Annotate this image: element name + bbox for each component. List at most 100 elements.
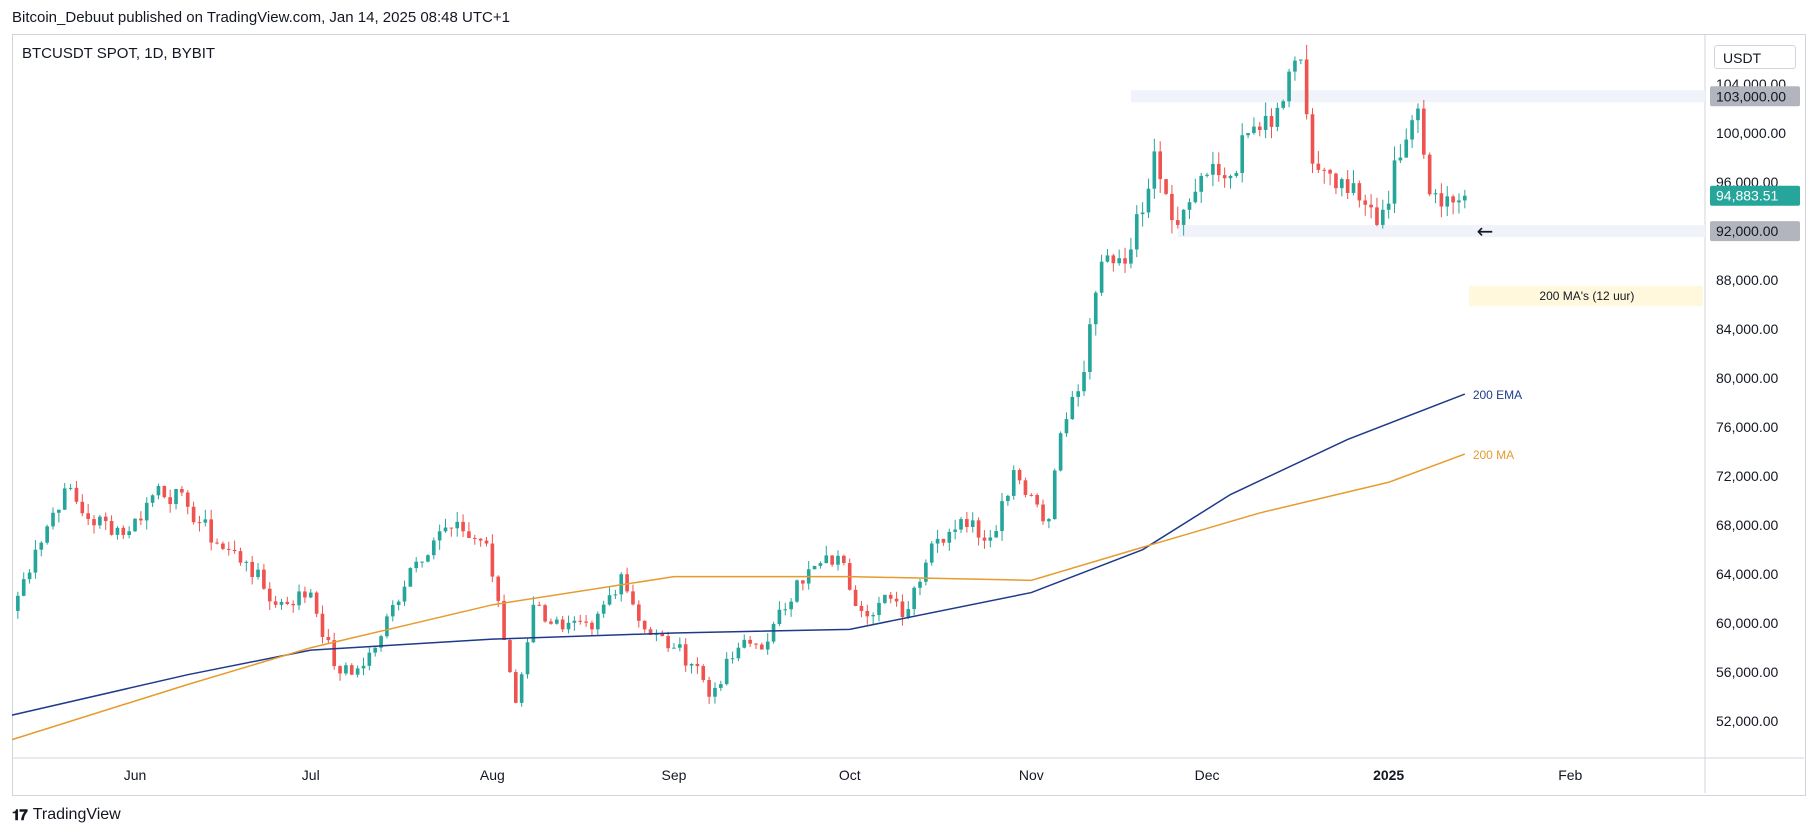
candle-body <box>338 666 342 674</box>
candle-body <box>1158 151 1163 180</box>
last-price-tag <box>1710 185 1800 206</box>
candle-body <box>1006 495 1010 502</box>
candle-body <box>244 561 249 563</box>
candle-body <box>320 613 325 637</box>
candle-body <box>1058 433 1063 471</box>
candle-body <box>367 652 372 666</box>
candle-body <box>127 531 131 536</box>
candle-body <box>1357 183 1362 201</box>
last-price-label: 94,883.51 <box>1716 188 1778 204</box>
candle-body <box>812 565 817 570</box>
candle-body <box>924 562 928 582</box>
candle-body <box>1041 504 1045 522</box>
candle-body <box>1451 196 1455 203</box>
candle-body <box>742 639 747 648</box>
candle-body <box>402 586 407 602</box>
candle-body <box>1164 179 1168 194</box>
candle-body <box>209 519 213 543</box>
candle-body <box>877 602 881 616</box>
candle-body <box>45 526 49 543</box>
candle-body <box>1076 391 1080 397</box>
candle-body <box>1240 135 1245 173</box>
candle-body <box>1416 108 1420 121</box>
candle-body <box>560 619 565 630</box>
candle-body <box>443 527 448 532</box>
candle-body <box>156 485 161 496</box>
candle-body <box>970 520 975 527</box>
candle-body <box>291 603 296 606</box>
candle-body <box>1222 175 1227 179</box>
candle-body <box>1187 202 1192 210</box>
candle-body <box>730 658 735 660</box>
candle-body <box>1216 163 1221 176</box>
left-arrow-icon: ← <box>1477 219 1494 243</box>
candle-body <box>349 665 354 675</box>
candle-body <box>1392 160 1397 204</box>
candle-body <box>162 485 167 498</box>
candle-body <box>1175 220 1180 225</box>
candle-body <box>461 521 465 532</box>
candle-body <box>1105 255 1110 262</box>
candle-body <box>1363 200 1368 205</box>
candle-body <box>1181 209 1186 225</box>
candle-body <box>385 616 389 637</box>
candle-body <box>1304 59 1309 115</box>
candle-body <box>1287 71 1291 102</box>
footer-brand[interactable]: TradingView <box>32 806 121 823</box>
candle-body <box>595 613 600 630</box>
level-tag-label: 92,000.00 <box>1716 223 1778 239</box>
y-tick-label: 80,000.00 <box>1716 370 1778 386</box>
candle-body <box>824 555 829 564</box>
candle-body <box>197 522 202 524</box>
y-tick-label: 88,000.00 <box>1716 272 1778 288</box>
candle-body <box>431 540 436 556</box>
candle-body <box>1193 191 1198 203</box>
chart-frame <box>12 34 1806 796</box>
candle-body <box>601 604 606 614</box>
candle-body <box>508 640 512 673</box>
level-tag <box>1710 221 1800 242</box>
y-tick-label: 76,000.00 <box>1716 419 1778 435</box>
candle-body <box>707 679 711 697</box>
publish-info: Bitcoin_Debuut published on TradingView.… <box>12 9 510 26</box>
candle-body <box>226 548 231 550</box>
candle-body <box>736 647 741 659</box>
tradingview-logo-icon[interactable]: 𝟏𝟕 <box>12 806 28 824</box>
candle-body <box>68 487 73 489</box>
x-tick-label: Aug <box>480 767 505 783</box>
x-tick-label: Jun <box>124 767 147 783</box>
candle-body <box>267 588 272 602</box>
candle-body <box>1339 179 1344 189</box>
candle-body <box>1011 470 1016 496</box>
candle-body <box>396 601 401 606</box>
candle-body <box>133 518 137 532</box>
symbol-title[interactable]: BTCUSDT SPOT, 1D, BYBIT <box>22 45 216 62</box>
candle-body <box>16 595 20 611</box>
candle-body <box>414 561 419 569</box>
candle-body <box>1052 470 1057 520</box>
candle-body <box>1404 139 1409 158</box>
note-text: 200 MA's (12 uur) <box>1539 289 1634 303</box>
candle-body <box>355 668 360 675</box>
candle-body <box>783 609 788 611</box>
ema-label: 200 EMA <box>1473 388 1522 402</box>
candle-body <box>631 591 635 605</box>
candle-body <box>513 672 518 703</box>
level-zone <box>1130 90 1705 103</box>
candle-body <box>801 580 805 584</box>
candle-body <box>789 601 793 610</box>
y-tick-label: 84,000.00 <box>1716 321 1778 337</box>
candle-body <box>754 643 758 645</box>
x-tick-label: Feb <box>1558 767 1582 783</box>
candle-body <box>660 633 665 637</box>
candle-body <box>1298 59 1303 61</box>
candle-body <box>554 619 559 624</box>
candle-body <box>232 549 237 552</box>
currency-button[interactable]: USDT <box>1714 45 1796 69</box>
candle-body <box>74 487 79 502</box>
candle-body <box>332 640 337 667</box>
candle-body <box>262 569 266 589</box>
candle-body <box>1328 169 1332 174</box>
candle-body <box>478 538 483 541</box>
